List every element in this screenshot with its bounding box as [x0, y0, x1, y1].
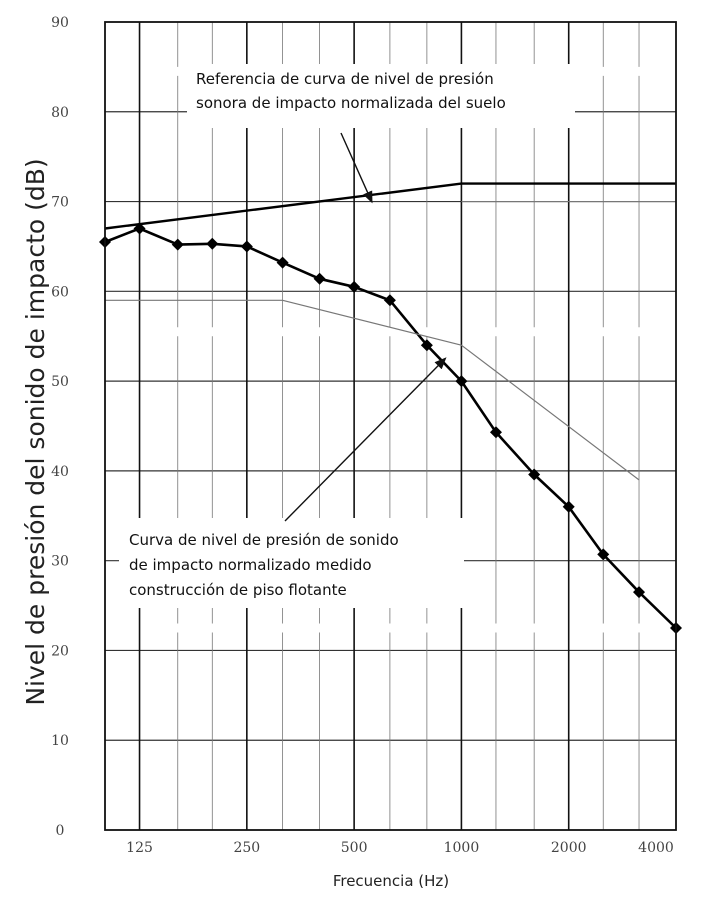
x-tick-label: 125: [126, 840, 153, 856]
data-point-marker: [383, 294, 396, 307]
data-point-marker: [206, 237, 219, 250]
x-tick-label: 4000: [638, 840, 674, 856]
x-tick-label: 1000: [444, 840, 480, 856]
y-tick-label: 70: [51, 195, 69, 211]
y-axis-label: Nivel de presión del sonido de impacto (…: [21, 158, 50, 705]
y-tick-label: 60: [51, 284, 69, 300]
y-tick-label: 30: [51, 554, 69, 570]
data-point-marker: [633, 586, 646, 599]
x-axis-label: Frecuencia (Hz): [333, 872, 449, 890]
data-point-marker: [420, 339, 433, 352]
data-point-marker: [528, 468, 541, 481]
y-tick-label: 50: [51, 374, 69, 390]
annotation-box: [119, 518, 464, 608]
annotation-box: [187, 64, 575, 128]
data-point-marker: [489, 426, 502, 439]
data-series: [99, 182, 682, 634]
x-tick-label: 500: [341, 840, 368, 856]
data-point-marker: [313, 272, 326, 285]
data-point-marker: [276, 256, 289, 269]
annotations: Referencia de curva de nivel de presión s…: [119, 64, 575, 608]
series-line-3: [105, 299, 640, 481]
data-point-marker: [240, 240, 253, 253]
plot-border: [104, 21, 677, 831]
series-line-2: [104, 182, 676, 230]
data-point-marker: [455, 375, 468, 388]
data-point-marker: [171, 238, 184, 251]
annotation-text-line: de impacto normalizado medido: [129, 556, 372, 574]
tick-labels: 0 10 20 30 40 50 60 70 80 90 125 250 500 1000 2000 4000: [51, 15, 674, 856]
y-tick-label: 0: [56, 823, 65, 839]
y-tick-label: 80: [51, 105, 69, 121]
y-tick-label: 20: [51, 643, 69, 659]
x-tick-label: 250: [233, 840, 260, 856]
annotation-arrow: [284, 357, 447, 522]
plot-frame: [104, 21, 677, 831]
y-tick-label: 90: [51, 15, 69, 31]
annotation-text-line: construcción de piso flotante: [129, 581, 347, 599]
y-tick-label: 10: [51, 733, 69, 749]
data-point-marker: [562, 500, 575, 513]
annotation-text-line: Curva de nivel de presión de sonido: [129, 531, 399, 549]
data-point-marker: [348, 280, 361, 293]
annotation-text-line: sonora de impacto normalizada del suelo: [196, 94, 506, 112]
y-tick-label: 40: [51, 464, 69, 480]
annotation-arrow: [340, 132, 373, 204]
data-point-marker: [597, 548, 610, 561]
annotation-text-line: Referencia de curva de nivel de presión: [196, 70, 494, 88]
x-tick-label: 2000: [551, 840, 587, 856]
